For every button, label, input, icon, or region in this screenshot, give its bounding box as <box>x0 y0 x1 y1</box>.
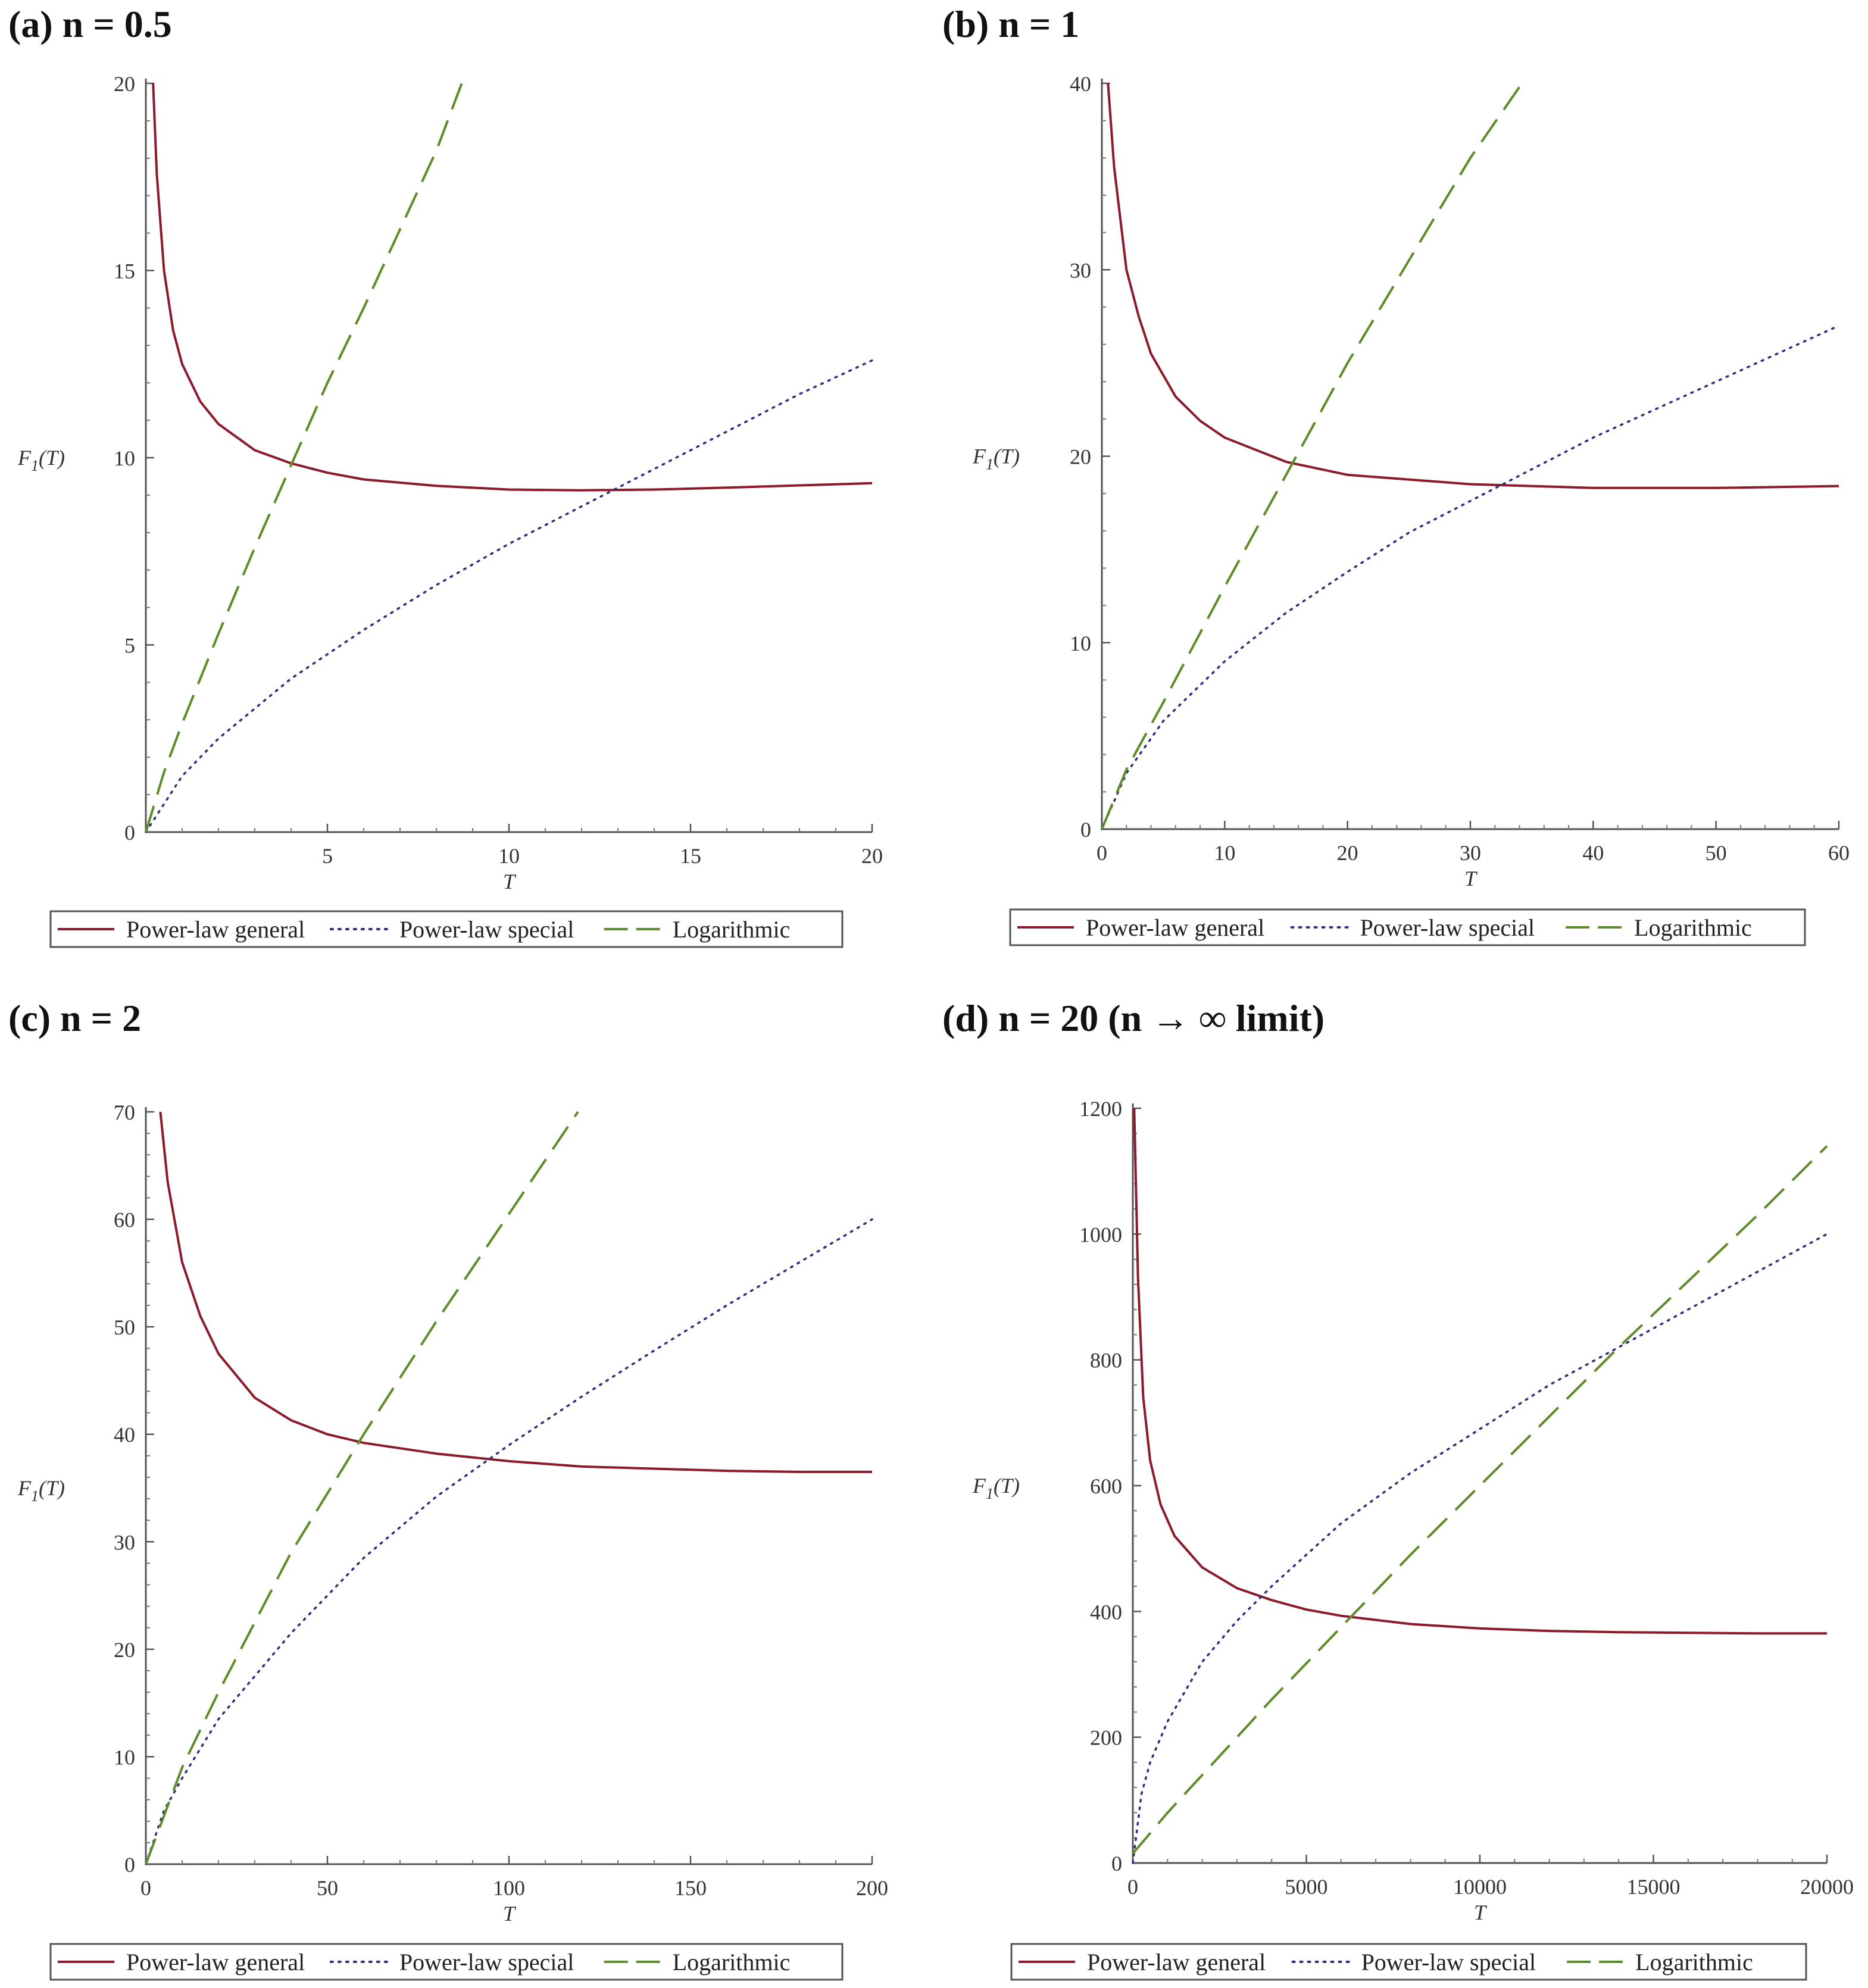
legend-label: Logarithmic <box>673 1949 791 1976</box>
legend-label: Power-law special <box>399 1949 574 1976</box>
y-tick-label: 5 <box>124 634 135 658</box>
y-tick-label: 40 <box>114 1423 135 1447</box>
series-line-logarithmic <box>145 83 463 833</box>
chart-svg: 0 50 100 150 200 0 10 20 30 40 50 60 70 T F1(T) Power-l… <box>17 1101 888 1981</box>
x-tick-label: 50 <box>1705 841 1727 865</box>
series-line-power-law-special <box>1101 324 1840 830</box>
y-tick-label: 800 <box>1090 1349 1122 1373</box>
x-tick-label: 200 <box>856 1876 888 1900</box>
series-line-power-law-general <box>152 83 873 492</box>
panel-title: (b) n = 1 <box>942 3 1080 45</box>
chart-panel-d: 0 5000 10000 15000 20000 0 200 400 600 800 1000 120… <box>934 994 1868 1988</box>
legend-label: Logarithmic <box>1634 914 1752 941</box>
x-tick-label: 20 <box>1337 841 1358 865</box>
y-tick-label: 20 <box>114 72 135 96</box>
legend-label: Power-law general <box>126 916 305 943</box>
series-line-logarithmic <box>1101 82 1523 830</box>
panel-title: (d) n = 20 (n → ∞ limit) <box>942 997 1325 1039</box>
x-axis-label: T <box>1474 1901 1488 1924</box>
x-tick-label: 0 <box>140 1876 151 1900</box>
y-tick-label: 600 <box>1090 1474 1122 1498</box>
x-axis-label: T <box>1464 867 1478 890</box>
x-axis-label: T <box>503 870 517 893</box>
y-tick-label: 10 <box>114 1745 135 1769</box>
x-tick-label: 40 <box>1582 841 1604 865</box>
chart-svg: 0 10 20 30 40 50 60 0 10 20 30 40 T F1(T) Power-law ge… <box>972 72 1850 946</box>
y-tick-label: 10 <box>114 446 135 470</box>
legend-label: Power-law special <box>1361 1949 1536 1976</box>
y-tick-label: 1200 <box>1079 1097 1122 1121</box>
series-line-logarithmic <box>1132 1145 1828 1855</box>
chart-panel-b: 0 10 20 30 40 50 60 0 10 20 30 40 T F1(T) Power-law ge… <box>934 0 1868 994</box>
y-tick-label: 0 <box>1080 818 1091 842</box>
x-tick-label: 50 <box>317 1876 338 1900</box>
y-tick-label: 15 <box>114 260 135 283</box>
y-axis-label: F1(T) <box>972 445 1020 473</box>
legend: Power-law general Power-law special Logari… <box>49 1943 844 1981</box>
legend-label: Power-law general <box>126 1949 305 1976</box>
x-tick-label: 5000 <box>1285 1875 1328 1899</box>
x-axis-label: T <box>503 1902 517 1926</box>
y-axis-label: F1(T) <box>972 1474 1020 1502</box>
panel-title: (a) n = 0.5 <box>8 3 172 45</box>
x-tick-label: 0 <box>1097 841 1107 865</box>
series-line-power-law-general <box>159 1111 872 1473</box>
x-tick-label: 150 <box>674 1876 707 1900</box>
x-tick-label: 10000 <box>1453 1875 1507 1899</box>
y-tick-label: 0 <box>124 821 135 845</box>
x-tick-label: 100 <box>493 1876 525 1900</box>
x-tick-label: 20000 <box>1800 1875 1854 1899</box>
y-axis-label: F1(T) <box>17 1476 65 1505</box>
y-tick-label: 1000 <box>1079 1223 1122 1246</box>
x-tick-label: 5 <box>322 844 333 868</box>
legend-label: Power-law special <box>399 916 574 943</box>
legend-label: Power-law general <box>1086 914 1264 941</box>
y-tick-label: 70 <box>114 1101 135 1124</box>
legend: Power-law general Power-law special Logari… <box>1009 908 1806 946</box>
x-tick-label: 15 <box>680 844 701 868</box>
legend: Power-law general Power-law special Logari… <box>1010 1943 1807 1981</box>
series-line-logarithmic <box>145 1111 579 1865</box>
x-tick-label: 20 <box>861 844 883 868</box>
y-tick-label: 10 <box>1070 632 1091 655</box>
legend-label: Power-law general <box>1087 1949 1266 1976</box>
y-tick-label: 30 <box>1070 258 1091 282</box>
series-line-power-law-general <box>1133 1108 1827 1635</box>
y-tick-label: 400 <box>1090 1600 1122 1624</box>
legend-label: Power-law special <box>1360 914 1535 941</box>
x-tick-label: 15000 <box>1627 1875 1680 1899</box>
chart-svg: 0 5000 10000 15000 20000 0 200 400 600 800 1000 120… <box>972 1097 1854 1981</box>
series-line-power-law-general <box>1107 83 1839 489</box>
y-axis-label: F1(T) <box>17 446 65 474</box>
y-tick-label: 50 <box>114 1315 135 1339</box>
series-line-power-law-special <box>1132 1233 1828 1864</box>
y-tick-label: 40 <box>1070 72 1091 96</box>
y-tick-label: 0 <box>124 1853 135 1877</box>
series-line-power-law-special <box>145 359 873 833</box>
y-tick-label: 200 <box>1090 1726 1122 1750</box>
series-line-power-law-special <box>145 1218 873 1865</box>
x-tick-label: 10 <box>498 844 520 868</box>
y-tick-label: 30 <box>114 1530 135 1554</box>
panel-title: (c) n = 2 <box>8 997 142 1039</box>
legend: Power-law general Power-law special Logari… <box>49 910 844 948</box>
legend-label: Logarithmic <box>673 916 791 943</box>
y-tick-label: 0 <box>1111 1852 1122 1876</box>
x-tick-label: 30 <box>1460 841 1481 865</box>
y-tick-label: 20 <box>1070 445 1091 469</box>
legend-label: Logarithmic <box>1635 1949 1753 1976</box>
x-tick-label: 10 <box>1214 841 1235 865</box>
x-tick-label: 0 <box>1127 1875 1138 1899</box>
x-tick-label: 60 <box>1828 841 1850 865</box>
chart-panel-a: 5 10 15 20 0 5 10 15 20 T F1(T) Power-law general Po… <box>0 0 934 994</box>
y-tick-label: 20 <box>114 1638 135 1662</box>
chart-panel-c: 0 50 100 150 200 0 10 20 30 40 50 60 70 T F1(T) Power-l… <box>0 994 934 1988</box>
y-tick-label: 60 <box>114 1208 135 1232</box>
